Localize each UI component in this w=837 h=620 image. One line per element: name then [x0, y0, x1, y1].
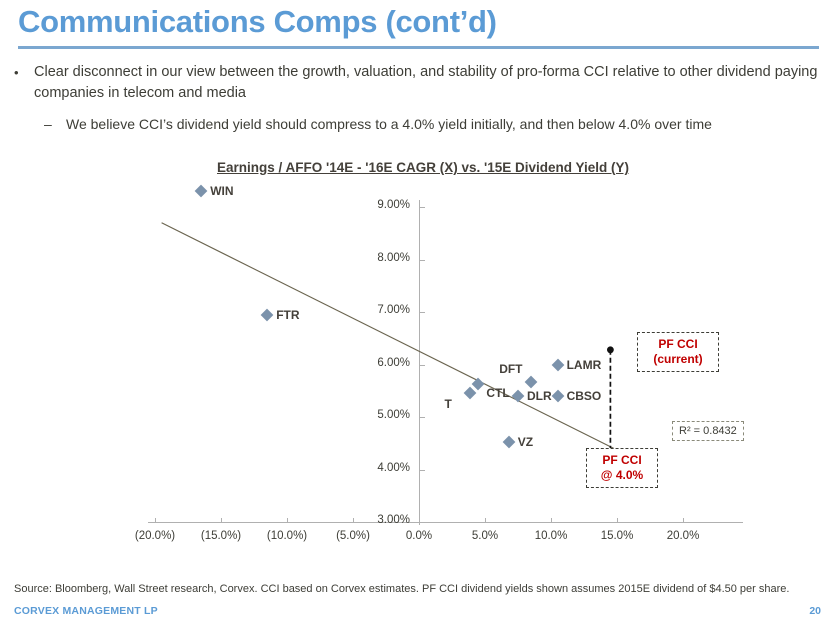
x-axis-line — [148, 522, 743, 523]
x-axis-tick-mark — [155, 518, 156, 523]
data-point-label: VZ — [517, 435, 534, 450]
source-note: Source: Bloomberg, Wall Street research,… — [14, 583, 790, 595]
y-axis-tick-mark — [420, 259, 425, 261]
x-axis-tick-mark — [683, 518, 684, 523]
page-title: Communications Comps (cont’d) — [18, 4, 497, 39]
x-axis-tick-mark — [287, 518, 288, 523]
x-axis-tick-mark — [221, 518, 222, 523]
y-axis-tick-label: 6.00% — [377, 356, 410, 369]
dash-marker-icon: – — [44, 116, 52, 132]
data-point-label: DFT — [499, 361, 523, 376]
data-point-label: DLR — [527, 389, 552, 403]
pf-cci-target-callout-line2: @ 4.0% — [600, 468, 644, 482]
y-axis-tick-label: 5.00% — [377, 409, 410, 421]
data-point-marker[interactable] — [260, 308, 274, 321]
y-axis-tick-label: 4.00% — [377, 461, 410, 474]
data-point-marker[interactable] — [524, 375, 538, 389]
r-squared-annotation: R² = 0.8432 — [672, 421, 744, 441]
data-point-label: LAMR — [566, 357, 602, 372]
data-point-marker[interactable] — [511, 389, 525, 403]
x-axis-tick-label: 20.0% — [666, 530, 700, 542]
bullet-secondary-text: We believe CCI’s dividend yield should c… — [66, 116, 712, 132]
bullet-primary-text: Clear disconnect in our view between the… — [34, 64, 818, 101]
y-axis-tick-mark — [420, 207, 425, 208]
y-axis-tick-mark — [420, 364, 425, 366]
data-point-label: WIN — [210, 184, 234, 199]
y-axis-tick-mark — [420, 469, 425, 471]
data-point-label: CTL — [486, 386, 510, 401]
x-axis-tick-label: 0.0% — [405, 530, 433, 542]
chart-title: Earnings / AFFO '14E - '16E CAGR (X) vs.… — [217, 160, 629, 175]
y-axis-tick-label: 9.00% — [377, 199, 410, 211]
footer-company: CORVEX MANAGEMENT LP — [14, 605, 158, 617]
x-axis-tick-mark — [419, 518, 420, 523]
x-axis-tick-label: (20.0%) — [134, 530, 176, 542]
data-point-marker[interactable] — [194, 184, 208, 198]
data-point-marker[interactable] — [464, 387, 477, 400]
title-divider — [18, 46, 819, 49]
chart-plot-area: 3.00% 4.00% 5.00% 6.00% 7.00% 8.00% 9.00% (20.0… — [0, 150, 837, 550]
x-axis-tick-mark — [617, 518, 618, 523]
bullet-secondary: – We believe CCI’s dividend yield should… — [44, 114, 834, 134]
data-point-marker[interactable] — [551, 358, 564, 371]
bullet-primary: • Clear disconnect in our view between t… — [14, 62, 829, 104]
x-axis-tick-mark — [551, 518, 552, 523]
y-axis-tick-mark — [420, 522, 425, 523]
pf-cci-current-callout: PF CCI (current) — [637, 332, 719, 372]
y-axis-tick-label: 7.00% — [377, 304, 410, 316]
pf-cci-target-callout-line1: PF CCI — [602, 453, 642, 467]
x-axis-tick-label: 15.0% — [600, 530, 634, 542]
data-point-label: T — [444, 397, 452, 412]
pf-cci-target-callout: PF CCI @ 4.0% — [586, 448, 658, 488]
x-axis-tick-label: 5.0% — [471, 530, 499, 542]
x-axis-tick-label: (10.0%) — [266, 530, 308, 542]
x-axis-tick-label: (15.0%) — [200, 530, 242, 542]
bullet-marker-icon: • — [14, 65, 19, 80]
y-axis-tick-mark — [420, 417, 425, 418]
pf-cci-current-callout-line2: (current) — [653, 352, 703, 366]
pf-cci-current-callout-line1: PF CCI — [658, 337, 698, 351]
data-point-label: FTR — [276, 307, 300, 322]
y-axis-line — [419, 200, 420, 525]
scatter-chart: Earnings / AFFO '14E - '16E CAGR (X) vs.… — [0, 150, 837, 550]
data-point-marker[interactable] — [551, 389, 564, 403]
data-point-marker[interactable] — [502, 435, 516, 449]
x-axis-tick-label: 10.0% — [534, 530, 568, 542]
x-axis-tick-label: (5.0%) — [336, 530, 370, 542]
x-axis-tick-mark — [353, 518, 354, 523]
x-axis-tick-mark — [485, 518, 486, 523]
y-axis-tick-label: 8.00% — [377, 251, 410, 264]
data-point-label: CBSO — [566, 389, 602, 403]
footer-page-number: 20 — [809, 605, 821, 617]
y-axis-tick-mark — [420, 312, 425, 313]
data-point-marker[interactable] — [472, 378, 485, 391]
y-axis-tick-label: 3.00% — [377, 514, 410, 526]
